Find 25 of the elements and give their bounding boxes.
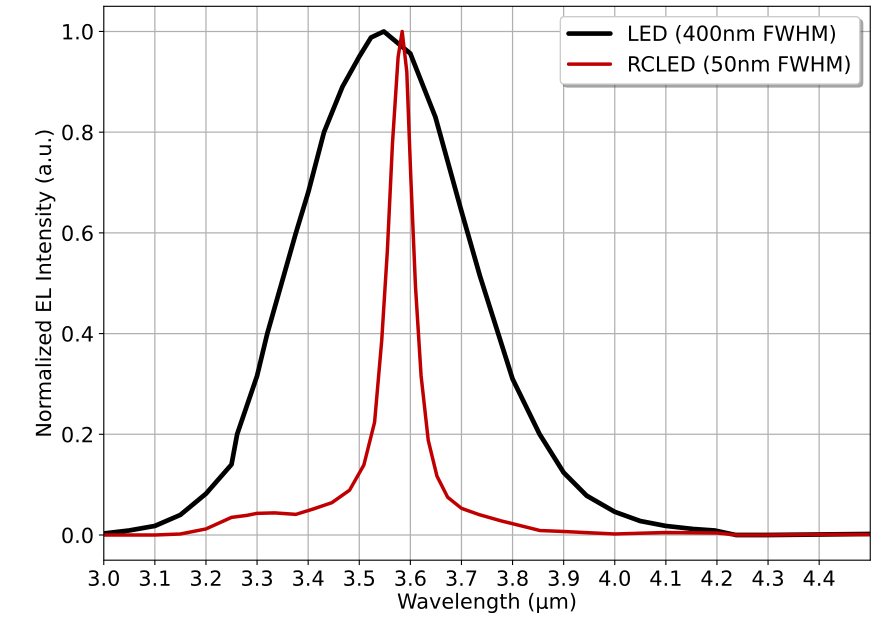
x-axis-title: Wavelength (μm) xyxy=(398,592,576,613)
y-tick-label: 0.2 xyxy=(62,426,92,442)
y-tick-label: 0.6 xyxy=(62,225,93,242)
y-tick-label: 0.4 xyxy=(62,326,93,342)
y-tick-label: 1.0 xyxy=(63,24,93,40)
x-tick-label: 3.1 xyxy=(140,570,170,586)
x-tick-label: 3.3 xyxy=(242,570,272,586)
x-tick-label: 3.2 xyxy=(190,570,220,586)
x-tick-label: 4.4 xyxy=(804,570,835,586)
legend-label: LED (400nm FWHM) xyxy=(629,25,835,44)
x-tick-label: 4.3 xyxy=(752,570,783,586)
x-tick-label: 4.1 xyxy=(650,570,680,586)
legend-label: RCLED (50nm FWHM) xyxy=(629,56,850,74)
x-tick-label: 3.8 xyxy=(498,570,528,586)
x-tick-label: 3.6 xyxy=(395,570,426,586)
x-tick-label: 3.5 xyxy=(344,570,374,586)
y-tick-label: 0.8 xyxy=(62,124,93,140)
x-tick-label: 3.7 xyxy=(446,570,476,586)
x-tick-label: 4.2 xyxy=(701,570,732,586)
x-tick-label: 4.0 xyxy=(599,570,630,586)
x-tick-label: 3.9 xyxy=(548,570,579,586)
y-axis-title: Normalized EL Intensity (a.u.) xyxy=(35,130,56,436)
x-tick-label: 3.4 xyxy=(293,570,324,586)
x-tick-label: 3.0 xyxy=(88,570,119,586)
y-tick-label: 0.0 xyxy=(62,527,93,544)
